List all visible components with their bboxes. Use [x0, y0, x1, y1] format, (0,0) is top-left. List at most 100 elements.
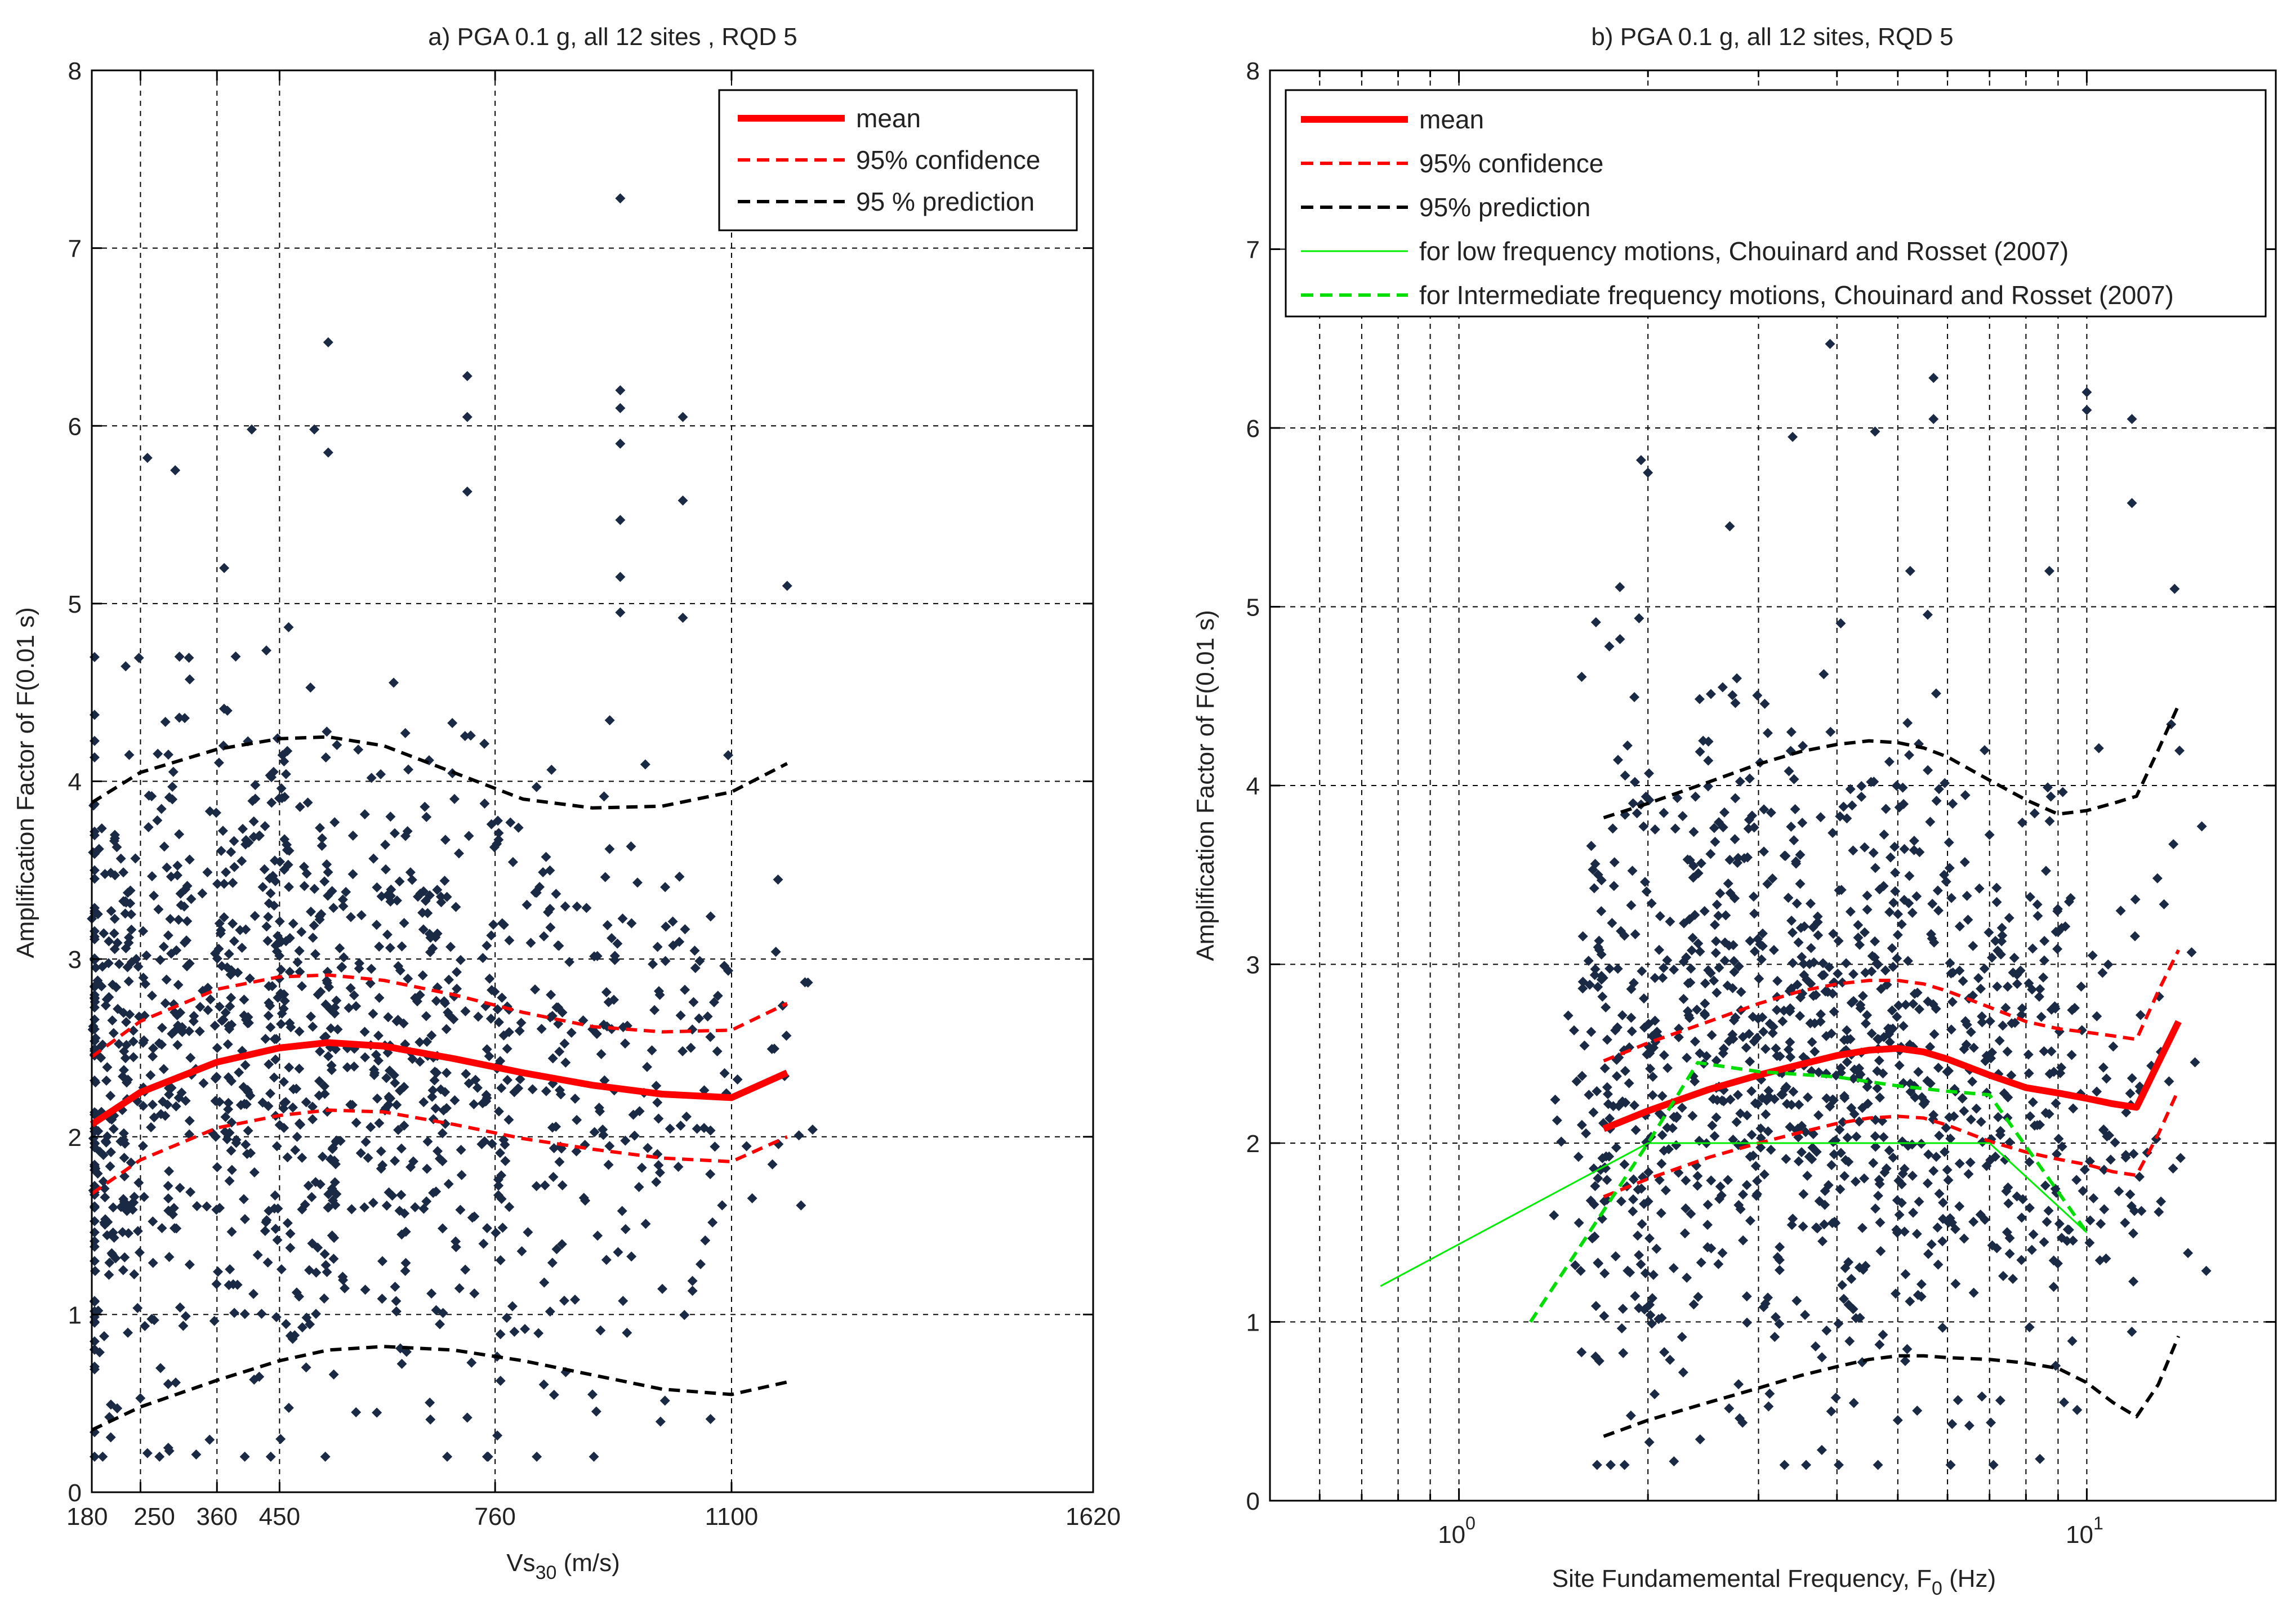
- scatter-point: [1698, 735, 1709, 746]
- scatter-point: [1907, 1139, 1918, 1150]
- scatter-point: [1795, 992, 1806, 1003]
- scatter-point: [1657, 1130, 1668, 1140]
- scatter-point: [1811, 1146, 1822, 1157]
- scatter-point: [1719, 956, 1730, 966]
- scatter-point: [1795, 922, 1806, 933]
- scatter-point: [1552, 1115, 1562, 1126]
- scatter-point: [211, 1131, 221, 1142]
- scatter-point: [2129, 1206, 2140, 1216]
- scatter-point: [366, 773, 377, 783]
- y-tick-label: 3: [1246, 952, 1260, 979]
- scatter-point: [522, 899, 532, 910]
- scatter-point: [1856, 791, 1867, 802]
- scatter-point: [1577, 983, 1588, 994]
- scatter-point: [2034, 992, 2044, 1002]
- scatter-point: [2027, 943, 2038, 954]
- scatter-point: [177, 1027, 188, 1037]
- scatter-point: [1701, 1051, 1712, 1061]
- scatter-point: [451, 967, 462, 978]
- scatter-point: [461, 1069, 471, 1079]
- scatter-point: [1944, 863, 1955, 873]
- legend-label: 95% confidence: [1419, 149, 1603, 178]
- scatter-point: [100, 1000, 111, 1011]
- scatter-point: [1590, 1301, 1601, 1311]
- scatter-point: [121, 1039, 132, 1050]
- scatter-point: [274, 916, 285, 927]
- scatter-point: [1650, 824, 1660, 835]
- scatter-point: [428, 1188, 439, 1198]
- scatter-point: [2025, 892, 2035, 903]
- scatter-point: [265, 1022, 276, 1033]
- scatter-point: [118, 867, 129, 878]
- scatter-point: [1604, 963, 1615, 974]
- scatter-point: [126, 925, 137, 935]
- scatter-point: [1800, 1310, 1811, 1320]
- scatter-point: [1892, 1415, 1903, 1426]
- scatter-point: [1891, 1288, 1901, 1299]
- scatter-point: [1796, 1147, 1807, 1158]
- scatter-point: [282, 1218, 293, 1229]
- scatter-point: [1808, 922, 1818, 933]
- scatter-point: [112, 938, 123, 948]
- scatter-point: [1829, 1006, 1839, 1017]
- scatter-point: [1627, 865, 1638, 876]
- scatter-point: [269, 1203, 280, 1214]
- scatter-point: [1884, 1037, 1895, 1047]
- scatter-point: [99, 1183, 110, 1194]
- scatter-point: [1752, 1176, 1763, 1186]
- scatter-point: [1874, 1092, 1885, 1103]
- scatter-point: [1762, 728, 1773, 738]
- scatter-point: [1592, 1086, 1602, 1096]
- scatter-point: [1601, 1163, 1611, 1174]
- scatter-point: [173, 914, 184, 925]
- series-line: [91, 973, 788, 1059]
- scatter-point: [2053, 1134, 2064, 1144]
- scatter-point: [105, 1147, 116, 1158]
- scatter-point: [587, 1389, 598, 1400]
- scatter-point: [478, 1098, 488, 1109]
- scatter-point: [1690, 1036, 1700, 1047]
- scatter-point: [148, 1257, 158, 1268]
- x-tick-label: 760: [474, 1503, 515, 1531]
- scatter-point: [1971, 1103, 1982, 1114]
- scatter-point: [465, 730, 476, 741]
- scatter-point: [1754, 973, 1764, 984]
- scatter-point: [516, 1246, 527, 1257]
- scatter-point: [2002, 1227, 2012, 1238]
- scatter-point: [604, 715, 615, 726]
- scatter-point: [1979, 963, 1990, 974]
- scatter-point: [1687, 1110, 1698, 1121]
- scatter-point: [1860, 1018, 1871, 1029]
- scatter-point: [118, 1065, 129, 1076]
- scatter-point: [280, 769, 291, 779]
- scatter-point: [377, 1293, 387, 1304]
- scatter-point: [1788, 958, 1798, 969]
- scatter-point: [1933, 1063, 1944, 1073]
- scatter-point: [301, 1362, 311, 1373]
- scatter-point: [238, 1194, 249, 1204]
- scatter-point: [1597, 991, 1608, 1002]
- scatter-point: [327, 1144, 338, 1154]
- scatter-point: [1817, 970, 1828, 981]
- scatter-point: [100, 1192, 110, 1203]
- scatter-point: [1622, 740, 1633, 751]
- scatter-point: [1870, 1203, 1880, 1214]
- scatter-point: [1945, 1213, 1955, 1224]
- scatter-point: [1710, 836, 1721, 847]
- scatter-point: [224, 949, 234, 960]
- scatter-point: [1763, 1401, 1774, 1412]
- scatter-point: [2033, 911, 2043, 921]
- scatter-point: [163, 1180, 173, 1191]
- scatter-point: [467, 1212, 478, 1223]
- scatter-point: [1892, 953, 1902, 964]
- scatter-point: [657, 1283, 668, 1294]
- scatter-point: [626, 1251, 637, 1262]
- scatter-point: [1783, 1044, 1794, 1055]
- scatter-point: [121, 1017, 132, 1028]
- scatter-point: [1976, 983, 1986, 994]
- scatter-point: [97, 1039, 108, 1050]
- scatter-point: [332, 1024, 343, 1035]
- scatter-point: [1790, 856, 1801, 867]
- scatter-point: [1730, 793, 1741, 804]
- scatter-point: [220, 1112, 231, 1122]
